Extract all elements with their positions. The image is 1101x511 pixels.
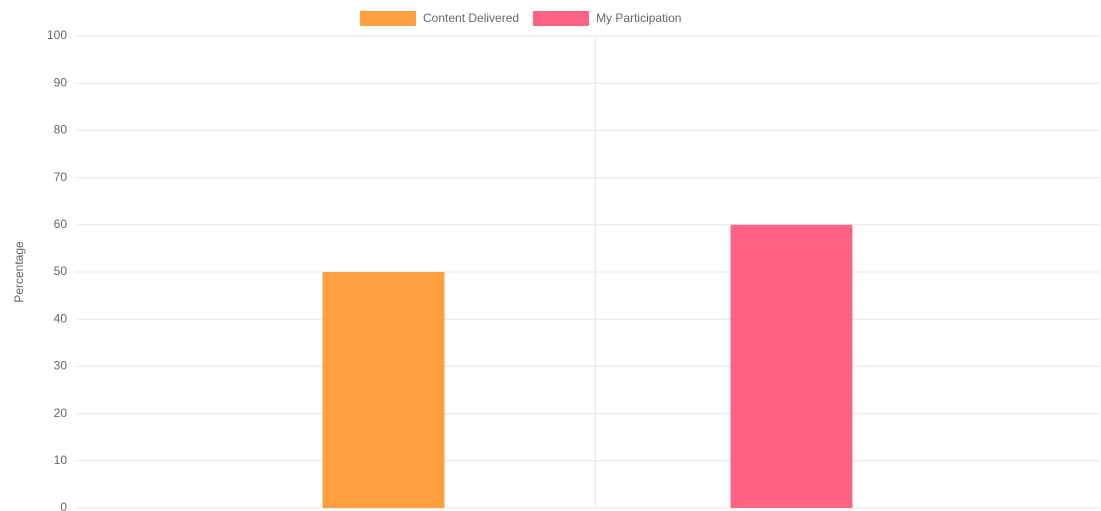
y-tick-label: 40 [54,311,68,325]
y-axis-title: Percentage [12,241,26,303]
legend-label: Content Delivered [423,11,519,25]
legend-swatch [533,11,590,26]
y-tick-label: 80 [54,123,68,137]
bar [730,224,853,509]
y-tick-label: 10 [54,453,68,467]
y-tick-label: 100 [47,28,67,42]
legend-swatch [360,11,416,26]
bar [322,272,445,508]
y-tick-label: 0 [60,500,67,511]
y-tick-label: 90 [54,75,68,89]
y-tick-label: 20 [54,406,68,420]
y-tick-label: 50 [54,264,68,278]
legend-label: My Participation [596,11,681,25]
y-tick-label: 70 [54,170,68,184]
y-tick-label: 30 [54,359,68,373]
y-tick-label: 60 [54,217,68,231]
